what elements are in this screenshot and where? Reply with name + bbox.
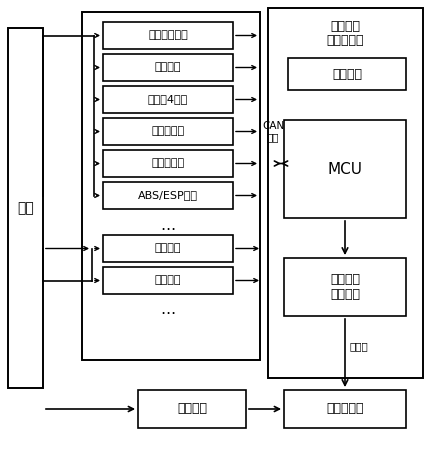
Bar	[82, 12, 260, 360]
Text: MCU: MCU	[327, 161, 363, 177]
Text: 离合器电
磁阀驱动: 离合器电 磁阀驱动	[330, 273, 360, 301]
Text: 系统类型: 系统类型	[155, 276, 181, 286]
Bar	[103, 86, 233, 113]
Text: 占空比: 占空比	[350, 341, 369, 351]
Text: 离合器系统: 离合器系统	[326, 403, 364, 415]
Bar	[138, 390, 246, 428]
Text: 发动机转速: 发动机转速	[151, 159, 184, 169]
Bar	[8, 28, 43, 388]
Text: 电子控制器: 电子控制器	[327, 34, 364, 47]
Text: 智能扭矩: 智能扭矩	[330, 19, 360, 33]
Bar	[268, 8, 423, 378]
Text: 加速踏板开度: 加速踏板开度	[148, 31, 188, 41]
Text: …: …	[160, 303, 175, 318]
Text: CAN
通信: CAN 通信	[262, 121, 284, 142]
Text: 扭矩分配: 扭矩分配	[177, 403, 207, 415]
Bar	[103, 150, 233, 177]
Text: 轮速（4个）: 轮速（4个）	[148, 94, 188, 104]
Bar	[103, 267, 233, 294]
Bar	[103, 54, 233, 81]
Text: 转向角度: 转向角度	[155, 62, 181, 73]
Bar	[284, 120, 406, 218]
Bar	[284, 390, 406, 428]
Text: 发动机状态: 发动机状态	[151, 126, 184, 136]
Text: 分配扭矩: 分配扭矩	[155, 244, 181, 253]
Bar	[103, 22, 233, 49]
Bar	[103, 182, 233, 209]
Bar	[284, 258, 406, 316]
Text: …: …	[160, 218, 175, 233]
Bar	[288, 58, 406, 90]
Text: 整车: 整车	[17, 201, 34, 215]
Text: 电源模块: 电源模块	[332, 67, 362, 81]
Bar	[103, 118, 233, 145]
Bar	[103, 235, 233, 262]
Text: ABS/ESP激活: ABS/ESP激活	[138, 191, 198, 201]
